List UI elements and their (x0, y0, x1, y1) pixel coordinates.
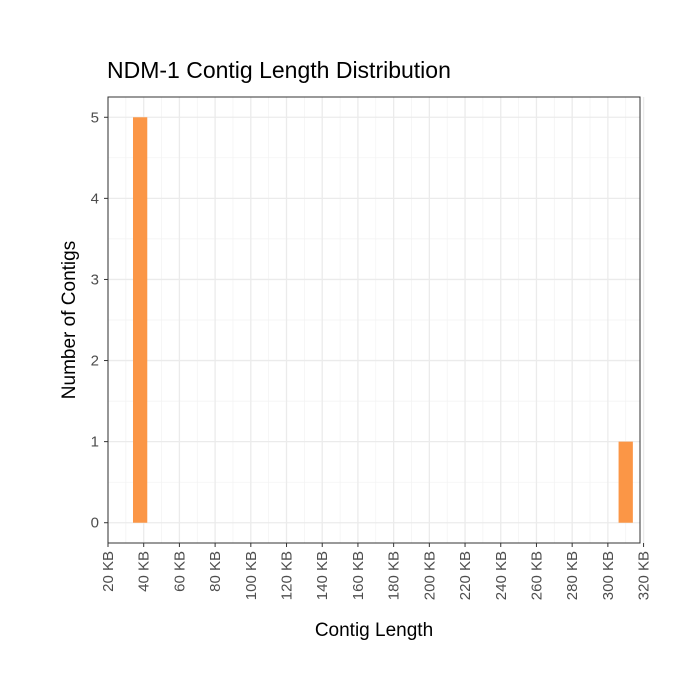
x-tick-label: 260 KB (528, 551, 545, 600)
x-tick-label: 180 KB (386, 551, 403, 600)
chart-title: NDM-1 Contig Length Distribution (107, 57, 451, 83)
x-tick-label: 160 KB (350, 551, 367, 600)
y-tick-label: 2 (91, 353, 99, 370)
histogram-bar (132, 117, 148, 523)
x-tick-label: 80 KB (207, 551, 224, 592)
x-axis-ticks: 20 KB 40 KB 60 KB 80 KB 100 KB 120 KB 140 KB 16… (100, 543, 653, 600)
grid-lines (107, 97, 645, 543)
y-axis-ticks: 0 1 2 3 4 5 (91, 109, 108, 532)
histogram-bar (618, 441, 633, 523)
y-tick-label: 3 (91, 271, 99, 288)
y-tick-label: 0 (91, 515, 99, 532)
y-tick-label: 5 (91, 109, 99, 126)
x-tick-label: 60 KB (171, 551, 188, 592)
y-tick-label: 4 (91, 190, 99, 207)
x-tick-label: 200 KB (421, 551, 438, 600)
y-tick-label: 1 (91, 434, 99, 451)
x-axis-title: Contig Length (315, 620, 433, 641)
x-tick-label: 20 KB (100, 551, 117, 592)
x-tick-label: 40 KB (136, 551, 153, 592)
bars (132, 117, 633, 523)
x-tick-label: 300 KB (600, 551, 617, 600)
y-axis-title: Number of Contigs (59, 241, 80, 399)
x-tick-label: 320 KB (636, 551, 653, 600)
x-tick-label: 100 KB (243, 551, 260, 600)
x-tick-label: 240 KB (493, 551, 510, 600)
x-tick-label: 220 KB (457, 551, 474, 600)
x-tick-label: 140 KB (314, 551, 331, 600)
plot-panel-border (107, 96, 641, 544)
x-tick-label: 120 KB (279, 551, 296, 600)
x-tick-label: 280 KB (564, 551, 581, 600)
